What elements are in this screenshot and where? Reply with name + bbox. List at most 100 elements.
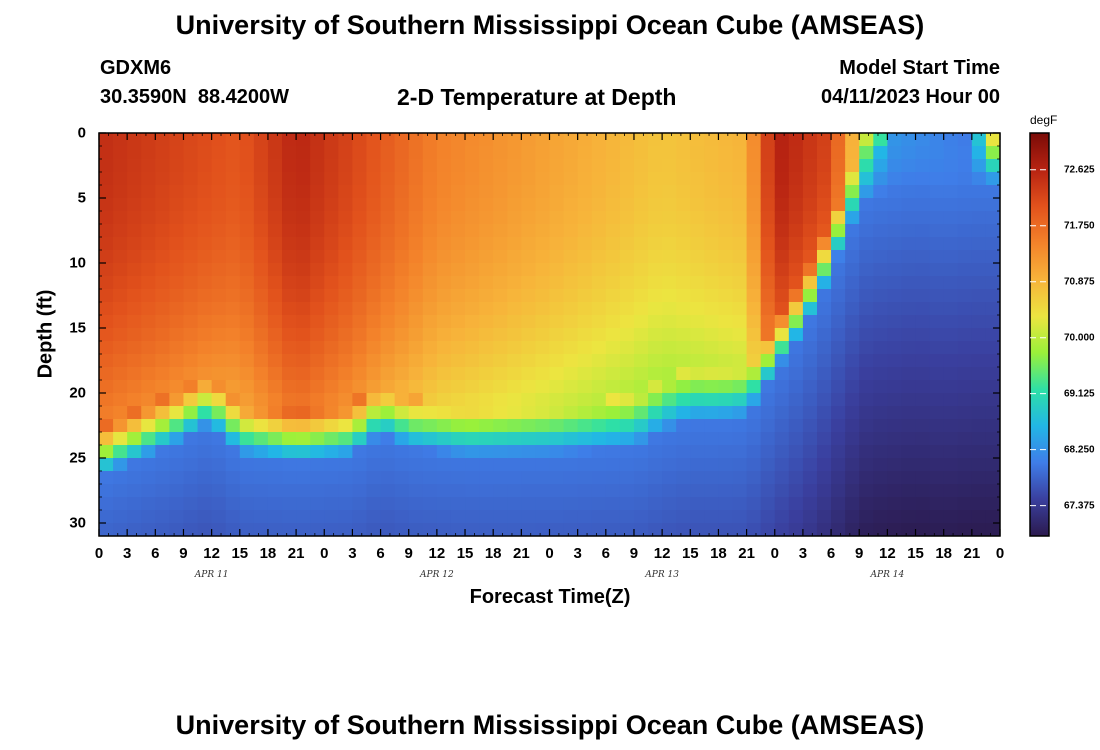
heatmap-cell: [450, 523, 466, 536]
heatmap-cell: [774, 458, 790, 472]
heatmap-cell: [873, 406, 888, 420]
heatmap-cell: [211, 263, 227, 277]
heatmap-cell: [676, 406, 691, 420]
heatmap-cell: [746, 510, 762, 524]
heatmap-cell: [605, 419, 621, 433]
heatmap-cell: [394, 458, 410, 472]
heatmap-cell: [169, 289, 185, 303]
heatmap-cell: [239, 484, 255, 498]
heatmap-cell: [127, 367, 142, 381]
heatmap-cell: [943, 419, 959, 433]
heatmap-cell: [352, 367, 368, 381]
heatmap-cell: [577, 510, 593, 524]
heatmap-cell: [338, 406, 354, 420]
heatmap-cell: [253, 133, 269, 147]
heatmap-cell: [662, 133, 677, 147]
heatmap-cell: [648, 211, 663, 225]
heatmap-cell: [366, 237, 382, 251]
heatmap-cell: [253, 263, 269, 277]
heatmap-cell: [338, 523, 354, 536]
heatmap-cell: [380, 523, 396, 536]
heatmap-cell: [929, 315, 945, 329]
heatmap-cell: [479, 276, 494, 290]
heatmap-cell: [436, 497, 452, 511]
heatmap-cell: [99, 159, 114, 173]
heatmap-cell: [310, 432, 325, 446]
heatmap-cell: [760, 185, 776, 199]
heatmap-cell: [465, 471, 480, 485]
heatmap-cell: [436, 354, 452, 368]
heatmap-cell: [113, 445, 128, 459]
heatmap-cell: [436, 289, 452, 303]
heatmap-cell: [253, 497, 269, 511]
heatmap-cell: [957, 146, 973, 160]
heatmap-cell: [676, 523, 691, 536]
heatmap-cell: [155, 146, 170, 160]
heatmap-cell: [591, 458, 607, 472]
heatmap-cell: [915, 159, 931, 173]
heatmap-cell: [282, 471, 297, 485]
heatmap-cell: [324, 185, 339, 199]
heatmap-cell: [676, 497, 691, 511]
heatmap-cell: [99, 445, 114, 459]
heatmap-cell: [324, 445, 339, 459]
heatmap-cell: [662, 263, 677, 277]
heatmap-cell: [155, 510, 170, 524]
heatmap-cell: [253, 185, 269, 199]
heatmap-cell: [859, 185, 874, 199]
heatmap-cell: [211, 276, 227, 290]
heatmap-cell: [394, 315, 410, 329]
heatmap-cell: [338, 250, 354, 264]
heatmap-cell: [394, 523, 410, 536]
heatmap-cell: [845, 341, 860, 355]
heatmap-cell: [113, 237, 128, 251]
heatmap-cell: [563, 159, 579, 173]
heatmap-cell: [183, 419, 199, 433]
heatmap-cell: [127, 250, 142, 264]
heatmap-cell: [296, 159, 311, 173]
heatmap-cell: [591, 289, 607, 303]
heatmap-cell: [352, 198, 368, 212]
heatmap-cell: [732, 289, 748, 303]
heatmap-cell: [732, 133, 748, 147]
heatmap-cell: [718, 276, 734, 290]
heatmap-cell: [535, 484, 551, 498]
x-tick-label: 9: [179, 545, 188, 562]
heatmap-cell: [732, 354, 748, 368]
heatmap-cell: [563, 432, 579, 446]
heatmap-cell: [282, 523, 297, 536]
heatmap-cell: [436, 133, 452, 147]
heatmap-cell: [662, 393, 677, 407]
heatmap-cell: [901, 146, 917, 160]
heatmap-cell: [366, 419, 382, 433]
heatmap-cell: [324, 224, 339, 238]
heatmap-cell: [282, 224, 297, 238]
heatmap-cell: [816, 133, 832, 147]
heatmap-cell: [352, 328, 368, 342]
heatmap-cell: [760, 523, 776, 536]
heatmap-cell: [352, 224, 368, 238]
heatmap-cell: [324, 276, 339, 290]
heatmap-cell: [380, 237, 396, 251]
heatmap-cell: [591, 302, 607, 316]
heatmap-cell: [760, 380, 776, 394]
heatmap-cell: [324, 159, 339, 173]
heatmap-cell: [802, 198, 818, 212]
heatmap-cell: [929, 159, 945, 173]
heatmap-cell: [662, 198, 677, 212]
heatmap-cell: [619, 263, 635, 277]
heatmap-cell: [633, 146, 649, 160]
heatmap-cell: [183, 523, 199, 536]
heatmap-cell: [845, 263, 860, 277]
heatmap-cell: [99, 510, 114, 524]
heatmap-cell: [127, 302, 142, 316]
heatmap-cell: [845, 393, 860, 407]
heatmap-cell: [901, 315, 917, 329]
heatmap-cell: [633, 211, 649, 225]
heatmap-cell: [169, 419, 185, 433]
heatmap-cell: [225, 159, 241, 173]
heatmap-cell: [282, 172, 297, 186]
heatmap-cell: [788, 302, 804, 316]
heatmap-cell: [211, 458, 227, 472]
heatmap-cell: [183, 406, 199, 420]
